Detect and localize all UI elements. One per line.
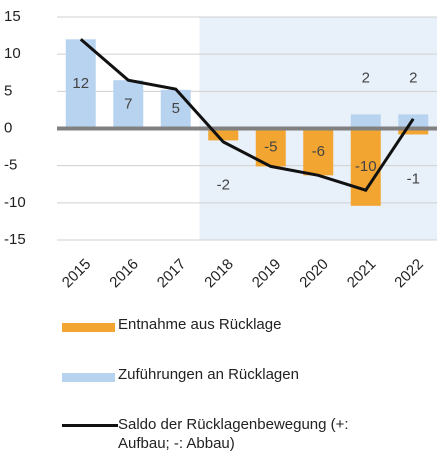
y-tick-label: 0 bbox=[4, 119, 12, 136]
legend-item: Saldo der Rücklagenbewegung (+: Aufbau; … bbox=[62, 415, 432, 465]
legend-item: Entnahme aus Rücklage bbox=[62, 315, 432, 365]
x-tick-label: 2015 bbox=[59, 256, 95, 292]
y-tick-label: -5 bbox=[4, 157, 17, 174]
x-tick-label: 2016 bbox=[106, 256, 142, 292]
legend-label: Zuführungen an Rücklagen bbox=[118, 365, 388, 384]
data-label: -2 bbox=[217, 176, 230, 193]
data-label: -6 bbox=[312, 143, 325, 160]
legend-item: Zuführungen an Rücklagen bbox=[62, 365, 432, 415]
x-tick-label: 2018 bbox=[201, 256, 237, 292]
data-label: 5 bbox=[172, 100, 180, 117]
data-label: 2 bbox=[362, 69, 370, 86]
y-tick-label: 15 bbox=[4, 8, 21, 25]
legend-label: Entnahme aus Rücklage bbox=[118, 315, 388, 334]
bar bbox=[351, 114, 381, 128]
legend-swatch bbox=[62, 373, 115, 382]
data-label: -5 bbox=[264, 138, 277, 155]
x-tick-label: 2022 bbox=[391, 256, 427, 292]
legend-label: Saldo der Rücklagenbewegung (+: Aufbau; … bbox=[118, 415, 388, 453]
x-tick-label: 2021 bbox=[344, 256, 380, 292]
y-tick-label: 5 bbox=[4, 82, 12, 99]
x-tick-label: 2020 bbox=[296, 256, 332, 292]
data-label: 7 bbox=[124, 95, 132, 112]
legend-swatch bbox=[62, 323, 115, 332]
data-label: -1 bbox=[407, 170, 420, 187]
x-tick-label: 2019 bbox=[249, 256, 285, 292]
y-tick-label: 10 bbox=[4, 45, 21, 62]
y-tick-label: -15 bbox=[4, 231, 26, 248]
page: {"chart_data": {"type": "bar", "categori… bbox=[0, 0, 437, 454]
y-tick-label: -10 bbox=[4, 194, 26, 211]
legend: Entnahme aus Rücklage Zuführungen an Rück… bbox=[62, 315, 432, 465]
data-label: -10 bbox=[355, 158, 377, 175]
legend-swatch bbox=[62, 424, 118, 427]
data-label: 12 bbox=[72, 75, 89, 92]
x-tick-label: 2017 bbox=[154, 256, 190, 292]
data-label: 2 bbox=[409, 69, 417, 86]
